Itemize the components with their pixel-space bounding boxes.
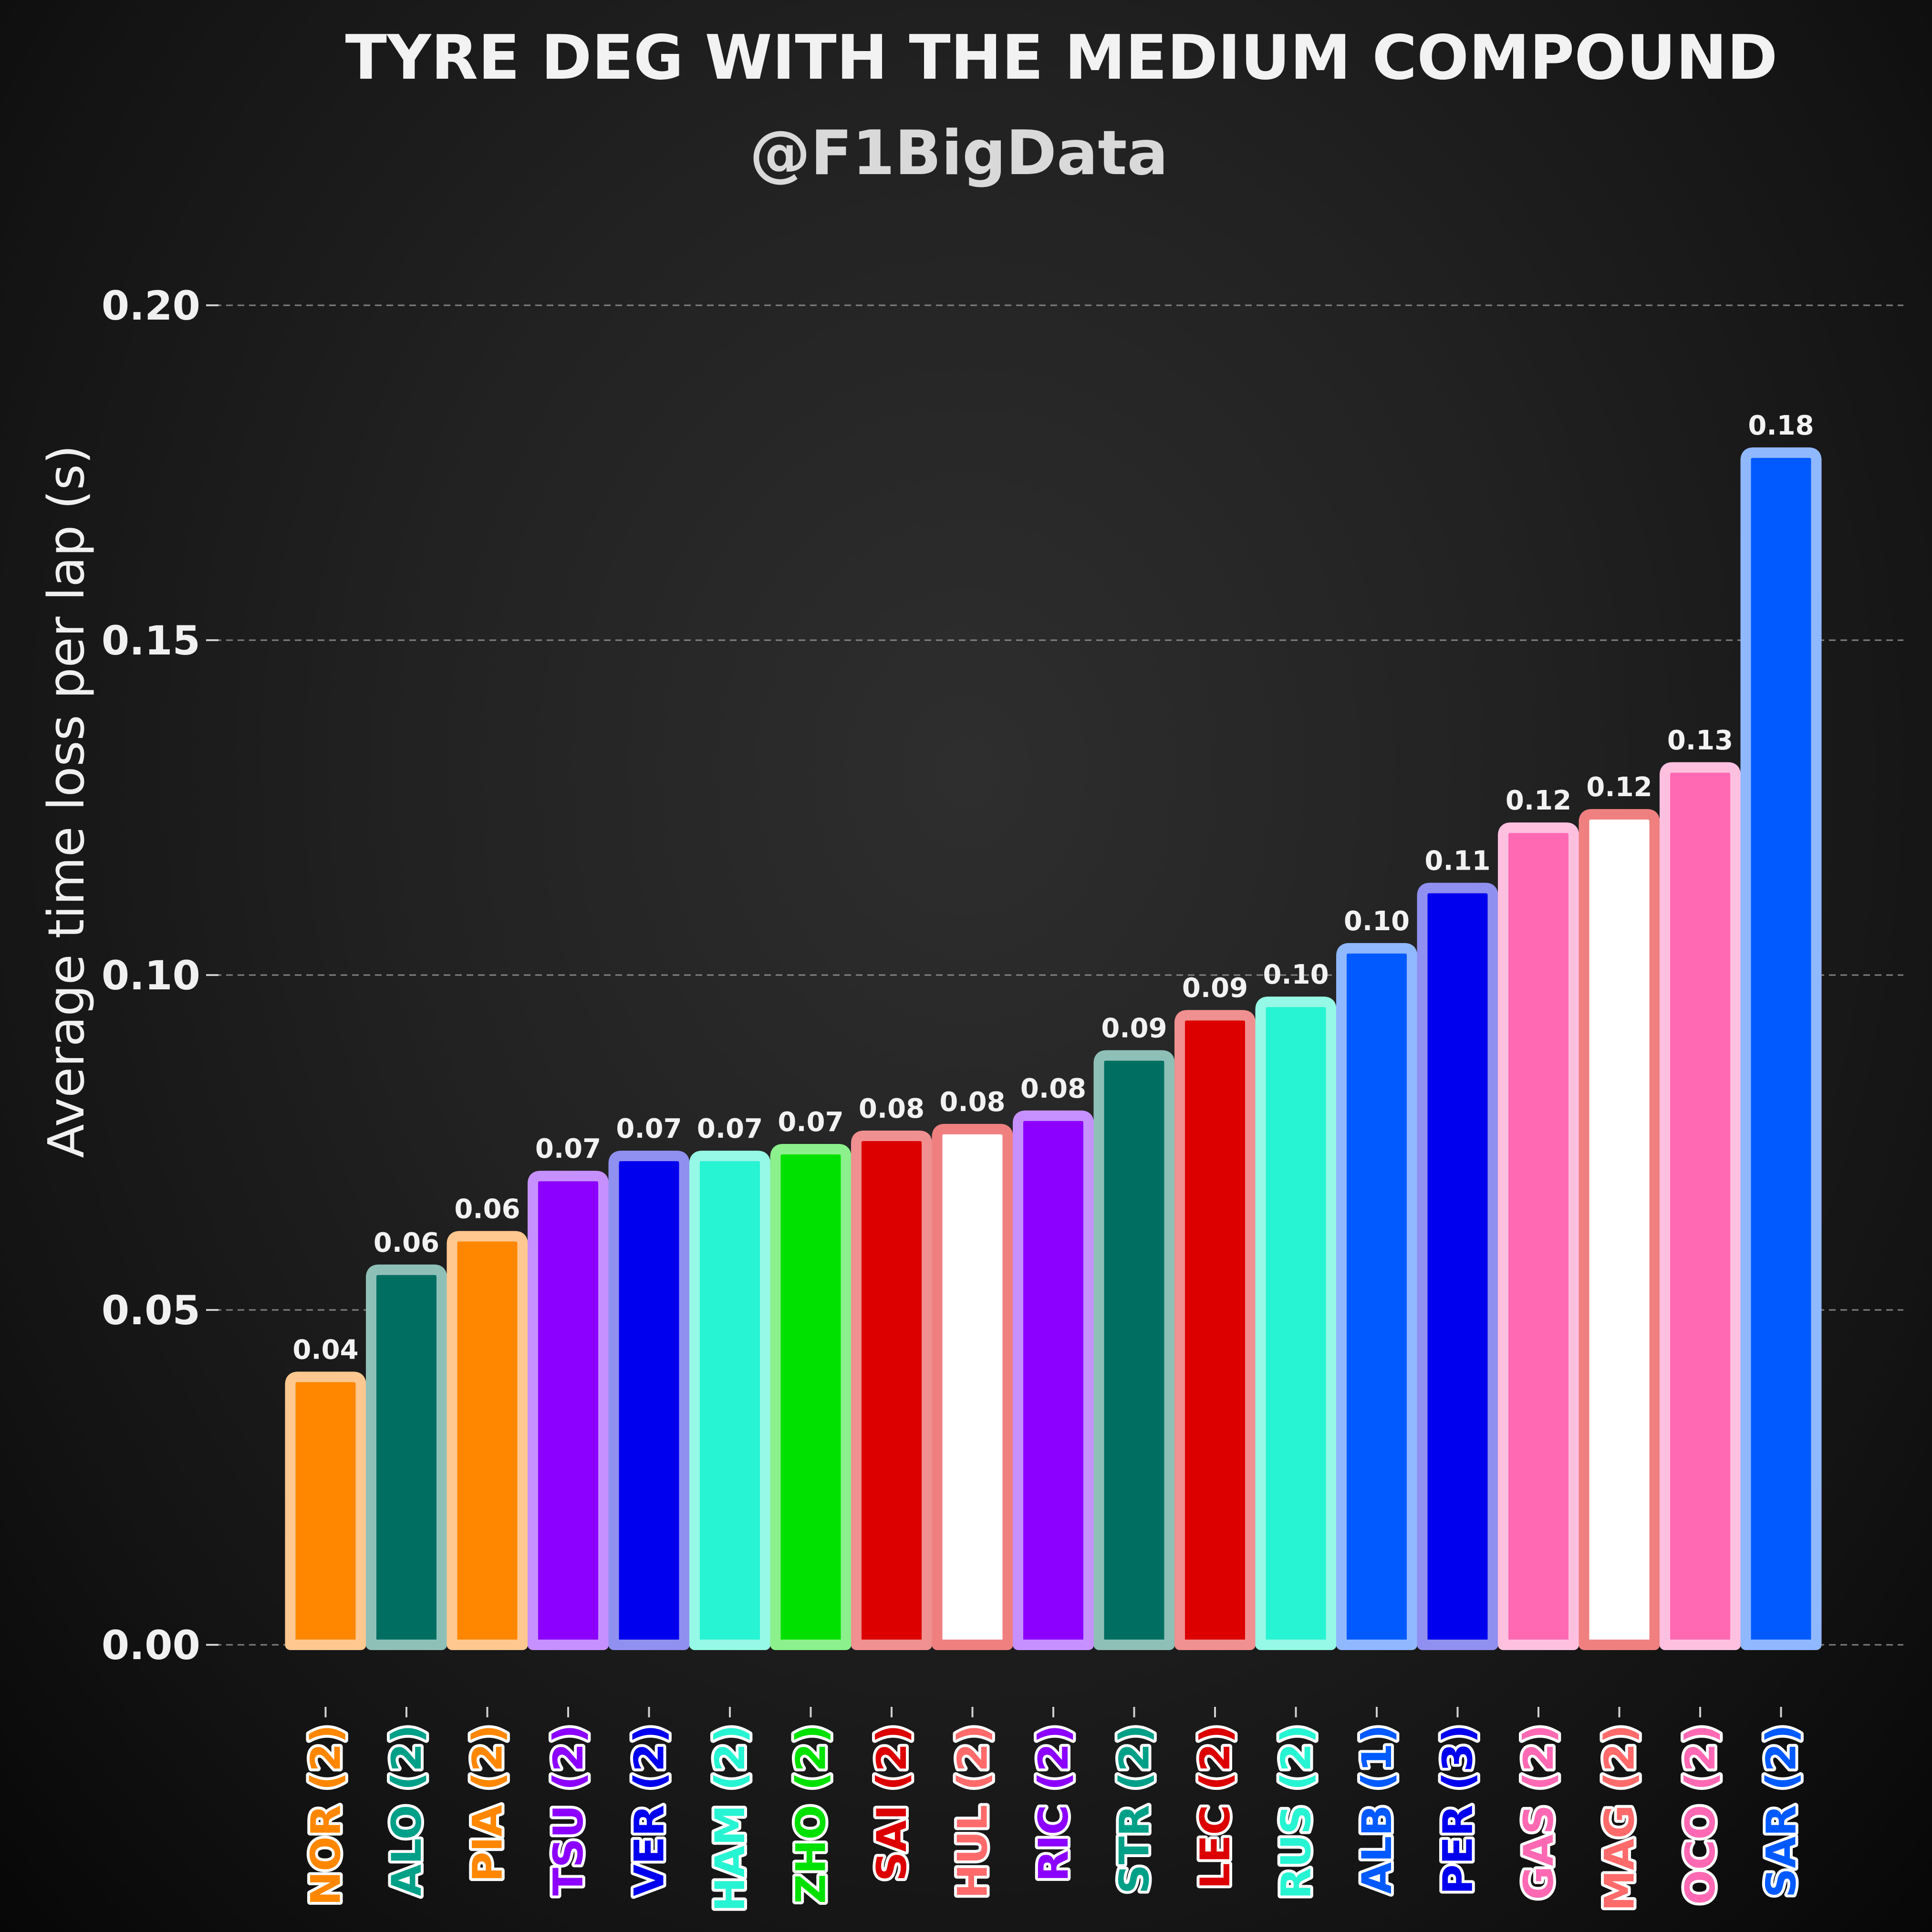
x-tick-label-6: ZHO (2) xyxy=(788,1724,835,1904)
value-label-13: 0.10 xyxy=(1344,906,1410,937)
y-tick-label-2: 0.10 xyxy=(102,952,200,999)
bar-pia xyxy=(447,1231,528,1650)
x-tick-label-17: OCO (2) xyxy=(1677,1724,1724,1905)
value-label-1: 0.06 xyxy=(374,1227,439,1258)
bars xyxy=(285,447,1822,1650)
x-axis-ticks: NOR (2) ALO (2) PIA (2) TSU (2) VER (2) HAM (… xyxy=(300,1707,1808,1915)
y-tick-label-0: 0.00 xyxy=(102,1622,200,1669)
value-label-11: 0.09 xyxy=(1182,973,1248,1004)
x-tick-label-0: NOR (2) xyxy=(302,1724,350,1906)
bar-sar xyxy=(1740,447,1822,1650)
value-labels: 0.04 0.06 0.06 0.07 0.07 0.07 0.07 0.08 0.08 0.08… xyxy=(292,410,1814,1366)
value-label-0: 0.04 xyxy=(292,1334,358,1365)
bar-lec xyxy=(1174,1010,1256,1650)
value-label-6: 0.07 xyxy=(778,1107,843,1138)
y-axis-ticks: 0.00 0.05 0.10 0.15 0.20 xyxy=(102,282,218,1669)
bar-alb xyxy=(1336,943,1417,1650)
value-label-14: 0.11 xyxy=(1424,845,1490,876)
value-label-8: 0.08 xyxy=(939,1087,1005,1118)
bar-tsu xyxy=(528,1171,609,1650)
value-label-15: 0.12 xyxy=(1506,785,1571,816)
x-tick-label-4: VER (2) xyxy=(626,1724,674,1896)
bar-str xyxy=(1093,1050,1175,1650)
x-tick-label-10: STR (2) xyxy=(1111,1724,1159,1894)
bar-gas xyxy=(1498,822,1579,1650)
x-tick-label-14: PER (3) xyxy=(1434,1724,1482,1894)
x-tick-label-12: RUS (2) xyxy=(1273,1724,1320,1899)
value-label-7: 0.08 xyxy=(859,1093,924,1124)
bar-rus xyxy=(1255,997,1337,1650)
bar-hul xyxy=(932,1123,1013,1650)
x-tick-label-8: HUL (2) xyxy=(949,1724,997,1899)
value-label-3: 0.07 xyxy=(535,1133,601,1164)
bar-ham xyxy=(689,1151,770,1650)
value-label-16: 0.12 xyxy=(1586,772,1652,803)
x-tick-label-7: SAI (2) xyxy=(868,1724,916,1881)
bar-mag xyxy=(1579,809,1660,1650)
x-tick-label-11: LEC (2) xyxy=(1192,1724,1239,1889)
x-tick-label-9: RIC (2) xyxy=(1030,1724,1078,1882)
value-label-17: 0.13 xyxy=(1667,725,1733,756)
bar-ric xyxy=(1013,1110,1094,1650)
chart-subtitle: @F1BigData xyxy=(749,118,1168,189)
x-tick-label-2: PIA (2) xyxy=(464,1724,512,1882)
x-tick-label-13: ALB (1) xyxy=(1353,1724,1401,1894)
value-label-9: 0.08 xyxy=(1020,1073,1086,1104)
value-label-4: 0.07 xyxy=(616,1113,682,1144)
x-tick-label-18: SAR (2) xyxy=(1758,1724,1806,1898)
x-tick-label-16: MAG (2) xyxy=(1596,1724,1644,1911)
bar-sai xyxy=(851,1130,932,1650)
chart-title: TYRE DEG WITH THE MEDIUM COMPOUND xyxy=(345,22,1778,93)
y-tick-label-1: 0.05 xyxy=(102,1287,200,1334)
bar-zho xyxy=(770,1144,852,1650)
value-label-5: 0.07 xyxy=(697,1113,763,1144)
y-tick-label-4: 0.20 xyxy=(102,282,200,329)
y-axis-label: Average time loss per lap (s) xyxy=(37,445,95,1158)
value-label-12: 0.10 xyxy=(1263,959,1329,990)
value-label-18: 0.18 xyxy=(1748,410,1814,441)
bar-per xyxy=(1417,883,1498,1650)
x-tick-label-3: TSU (2) xyxy=(545,1724,592,1896)
value-label-2: 0.06 xyxy=(454,1194,520,1225)
bar-alo xyxy=(366,1264,447,1650)
value-label-10: 0.09 xyxy=(1101,1013,1167,1044)
x-tick-label-1: ALO (2) xyxy=(383,1724,431,1896)
bar-nor xyxy=(285,1371,366,1650)
x-tick-label-15: GAS (2) xyxy=(1515,1724,1563,1900)
bar-ver xyxy=(608,1151,690,1650)
y-tick-label-3: 0.15 xyxy=(102,617,200,664)
x-tick-label-5: HAM (2) xyxy=(706,1724,754,1912)
bar-oco xyxy=(1660,762,1741,1650)
